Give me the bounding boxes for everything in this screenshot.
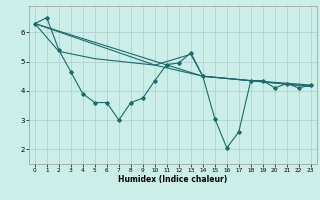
X-axis label: Humidex (Indice chaleur): Humidex (Indice chaleur) xyxy=(118,175,228,184)
